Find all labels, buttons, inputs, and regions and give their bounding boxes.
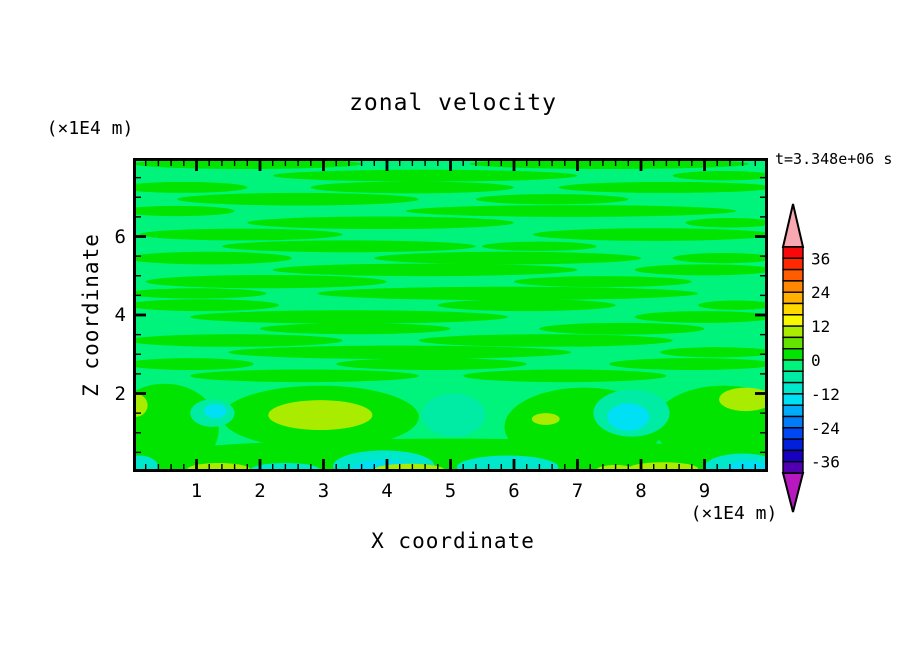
contour-region — [607, 403, 650, 431]
contour-streak — [533, 228, 768, 241]
contour-streak — [539, 322, 705, 335]
contour-streak — [514, 276, 692, 288]
colorbar-band — [782, 257, 804, 271]
contour-streak — [139, 228, 343, 241]
contour-streak — [190, 369, 419, 383]
colorbar-band — [782, 280, 804, 293]
contour-streak — [272, 169, 578, 182]
contour-streak — [228, 345, 572, 359]
y-tick-label: 6 — [114, 225, 126, 248]
colorbar-band — [782, 314, 804, 327]
contour-streak — [463, 369, 667, 383]
x-tick-label: 4 — [381, 480, 393, 502]
colorbar-band — [782, 461, 804, 474]
contour-streak — [260, 323, 451, 335]
contour-streak — [698, 300, 768, 310]
contour-streak — [406, 205, 737, 217]
x-tick-label: 2 — [254, 480, 266, 502]
x-tick-label: 7 — [571, 480, 584, 502]
contour-streak — [672, 252, 768, 264]
colorbar-band — [782, 404, 804, 418]
colorbar-band — [782, 325, 804, 339]
x-axis-title: X coordinate — [371, 529, 535, 553]
colorbar-band — [782, 415, 804, 429]
contour-region — [268, 400, 373, 431]
contour-region — [421, 393, 486, 437]
contour-region — [456, 455, 559, 472]
contour-streak — [634, 264, 768, 276]
contour-streak — [374, 251, 641, 265]
colorbar-tick-label: 0 — [811, 351, 821, 370]
colorbar-tick-label: 24 — [811, 283, 830, 302]
contour-streak — [672, 170, 768, 181]
contour-streak — [475, 194, 629, 205]
time-annotation: t=3.348e+06 s — [775, 150, 893, 168]
contour-streak — [272, 263, 578, 277]
colorbar-band — [782, 302, 804, 316]
colorbar-band — [782, 438, 804, 452]
colorbar-band — [782, 449, 804, 463]
contour-streak — [336, 358, 527, 370]
contour-streak — [247, 216, 514, 230]
colorbar-tick-label: -12 — [811, 385, 840, 404]
contour-streak — [634, 311, 768, 323]
colorbar-band — [782, 291, 804, 305]
y-axis-unit-label: (×1E4 m) — [46, 118, 134, 139]
x-tick-label: 8 — [635, 480, 647, 502]
colorbar-tick-label: 36 — [811, 249, 830, 268]
colorbar: 36 24 12 0 -12 -24 -36 — [781, 203, 840, 513]
contour-region — [133, 393, 148, 418]
contour-streak — [221, 240, 476, 253]
colorbar-tick-label: 12 — [811, 317, 830, 336]
contour-streak — [133, 358, 254, 370]
colorbar-over-arrow — [781, 203, 805, 248]
x-tick-label: 6 — [508, 480, 520, 502]
colorbar-tick-label: -36 — [811, 453, 840, 472]
contour-streak — [558, 181, 768, 193]
colorbar-band — [782, 370, 804, 384]
x-tick-label: 1 — [190, 480, 203, 502]
contour-streak — [660, 347, 768, 358]
contour-streak — [145, 274, 387, 289]
colorbar-band — [782, 427, 804, 440]
contour-streak — [133, 334, 343, 347]
contour-streak — [482, 241, 597, 252]
contour-streak — [133, 181, 248, 193]
contour-streak — [609, 358, 768, 370]
plot-frame — [133, 158, 768, 472]
contour-streak — [190, 310, 508, 324]
contour-streak — [177, 192, 419, 206]
colorbar-band — [782, 393, 804, 406]
y-tick-label: 4 — [114, 304, 126, 326]
contour-streak — [437, 299, 616, 312]
x-tick-label: 3 — [317, 480, 330, 502]
contour-streak — [317, 286, 699, 301]
contour-region — [204, 404, 227, 419]
contour-plot — [133, 158, 768, 472]
colorbar-band — [782, 359, 804, 373]
x-tick-label: 5 — [444, 480, 457, 502]
contour-streak — [310, 181, 514, 194]
colorbar-band — [782, 268, 804, 282]
contour-region — [531, 413, 560, 425]
colorbar-band — [782, 336, 804, 350]
contour-streak — [418, 334, 673, 347]
colorbar-band — [782, 381, 804, 395]
x-axis-unit-label: (×1E4 m) — [690, 503, 778, 524]
contour-streak — [133, 251, 292, 265]
page-title: zonal velocity — [349, 90, 557, 116]
contour-streak — [685, 218, 768, 228]
x-tick-label: 9 — [698, 480, 711, 502]
contour-streak — [133, 299, 280, 312]
colorbar-band — [782, 246, 804, 260]
contour-region — [133, 455, 159, 472]
y-tick-label: 2 — [114, 382, 126, 405]
colorbar-band — [782, 347, 804, 361]
contour-streak — [133, 205, 235, 217]
contour-streak — [133, 288, 267, 299]
colorbar-tick-label: -24 — [811, 419, 840, 438]
